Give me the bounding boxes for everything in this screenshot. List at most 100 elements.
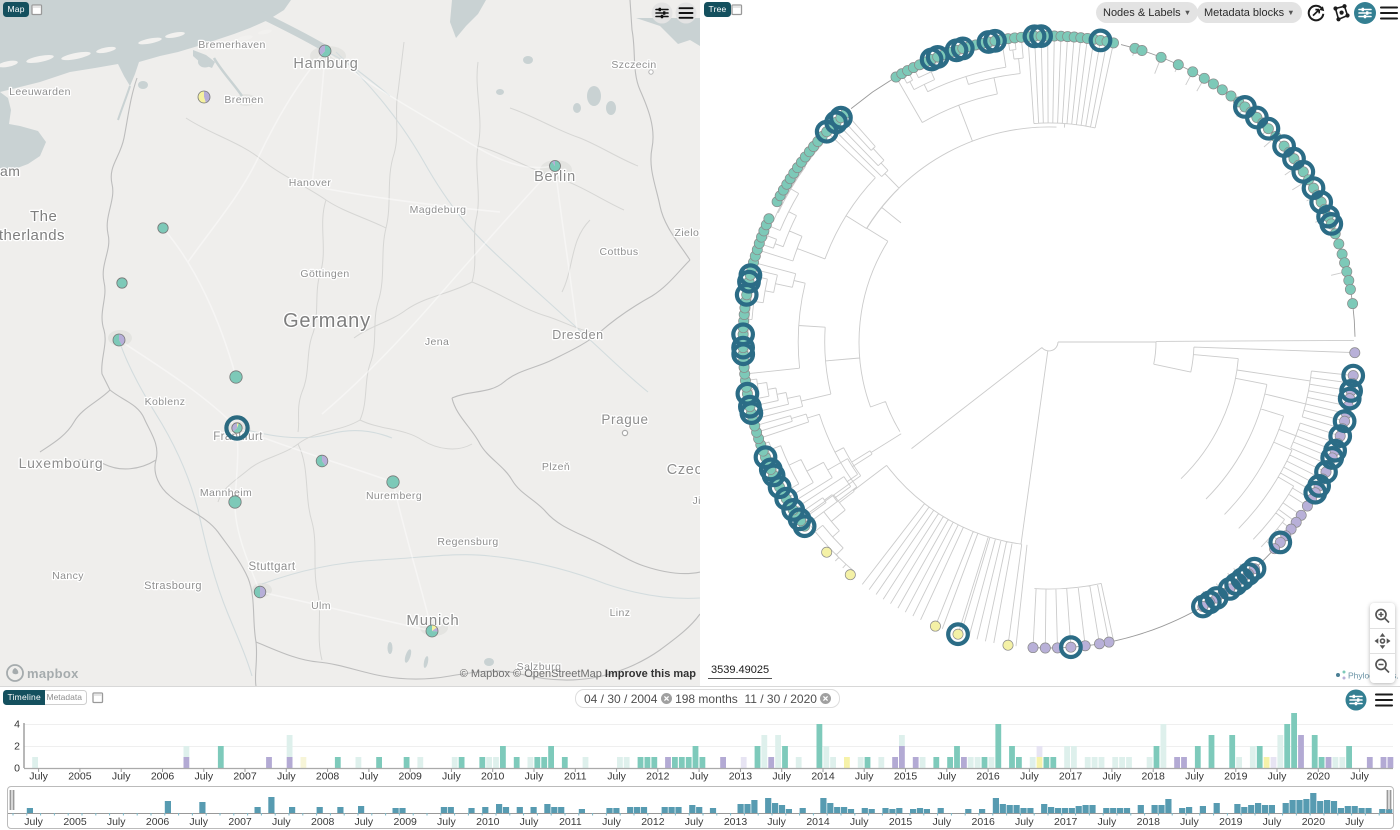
svg-text:July: July [24,816,43,828]
svg-text:July: July [850,816,869,828]
svg-text:July: July [602,816,621,828]
svg-text:Strasbourg: Strasbourg [144,580,202,592]
svg-text:July: July [932,816,951,828]
svg-text:2014: 2014 [806,816,830,828]
svg-text:Szczecin: Szczecin [611,59,656,71]
svg-text:Cottbus: Cottbus [600,246,639,258]
svg-text:July: July [272,816,291,828]
svg-text:July: July [1015,816,1034,828]
svg-text:Bremerhaven: Bremerhaven [198,39,265,51]
svg-text:Germany: Germany [283,310,371,332]
svg-text:July: July [1345,816,1364,828]
svg-text:2005: 2005 [68,771,92,783]
svg-text:July: July [29,771,48,783]
svg-text:2019: 2019 [1224,771,1248,783]
svg-text:Jena: Jena [425,336,449,348]
svg-text:July: July [1268,771,1287,783]
svg-text:2011: 2011 [564,771,587,783]
svg-text:Bremen: Bremen [224,94,263,106]
svg-text:Göttingen: Göttingen [300,268,349,280]
svg-text:2008: 2008 [311,816,335,828]
svg-text:2014: 2014 [811,771,835,783]
svg-text:July: July [1103,771,1122,783]
svg-text:2007: 2007 [233,771,257,783]
svg-text:2010: 2010 [481,771,505,783]
svg-text:July: July [354,816,373,828]
svg-text:July: July [767,816,786,828]
svg-text:July: July [1263,816,1282,828]
svg-text:Prague: Prague [601,412,648,427]
svg-text:July: July [772,771,791,783]
svg-text:Stuttgart: Stuttgart [248,561,295,573]
svg-text:2006: 2006 [151,771,175,783]
svg-text:4: 4 [14,719,20,731]
svg-text:July: July [194,771,213,783]
svg-text:July: July [437,816,456,828]
svg-text:July: July [1098,816,1117,828]
svg-text:2009: 2009 [399,771,423,783]
svg-text:July: July [937,771,956,783]
svg-text:2015: 2015 [889,816,913,828]
svg-text:2017: 2017 [1059,771,1083,783]
svg-text:2008: 2008 [316,771,340,783]
svg-text:July: July [360,771,379,783]
svg-text:Dresden: Dresden [552,328,603,342]
svg-text:The: The [30,208,57,225]
svg-text:July: July [520,816,539,828]
svg-text:2020: 2020 [1302,816,1326,828]
svg-text:2005: 2005 [63,816,87,828]
svg-text:2016: 2016 [972,816,996,828]
svg-text:Hanover: Hanover [289,177,332,189]
svg-text:2: 2 [14,741,20,753]
svg-text:2013: 2013 [729,771,753,783]
svg-text:July: July [690,771,709,783]
svg-text:Mannheim: Mannheim [200,487,252,499]
svg-text:Linz: Linz [610,607,631,619]
svg-text:am: am [0,163,20,179]
svg-text:2018: 2018 [1137,816,1161,828]
svg-text:July: July [1350,771,1369,783]
svg-text:July: July [607,771,626,783]
svg-text:July: July [685,816,704,828]
svg-text:Munich: Munich [406,612,459,629]
svg-text:Regensburg: Regensburg [437,536,498,548]
svg-text:Jil: Jil [692,495,700,507]
svg-text:2009: 2009 [394,816,418,828]
svg-text:Berlin: Berlin [534,169,576,185]
svg-text:July: July [277,771,296,783]
svg-text:Hamburg: Hamburg [293,56,358,72]
svg-text:July: July [1180,816,1199,828]
svg-text:Nancy: Nancy [52,570,84,582]
svg-text:Ulm: Ulm [311,600,331,612]
svg-text:2016: 2016 [976,771,1000,783]
svg-text:Zielon: Zielon [675,227,701,239]
svg-text:July: July [442,771,461,783]
svg-text:2006: 2006 [146,816,170,828]
svg-text:mapbox: mapbox [27,666,79,681]
svg-text:2011: 2011 [559,816,582,828]
svg-text:Luxembourg: Luxembourg [19,455,104,471]
svg-text:2013: 2013 [724,816,748,828]
svg-text:2012: 2012 [646,771,670,783]
svg-text:0: 0 [14,763,20,775]
svg-text:2019: 2019 [1219,816,1243,828]
svg-text:Koblenz: Koblenz [145,396,186,408]
svg-text:2018: 2018 [1142,771,1166,783]
svg-text:July: July [1185,771,1204,783]
svg-text:July: July [525,771,544,783]
svg-text:2007: 2007 [228,816,252,828]
svg-text:2017: 2017 [1054,816,1078,828]
svg-text:Plzeň: Plzeň [542,461,570,473]
svg-text:July: July [112,771,131,783]
svg-text:July: July [107,816,126,828]
svg-text:2012: 2012 [641,816,665,828]
svg-text:Salzburg: Salzburg [517,661,562,673]
svg-text:Nuremberg: Nuremberg [366,490,422,502]
svg-text:2015: 2015 [894,771,918,783]
svg-text:July: July [189,816,208,828]
svg-text:July: July [1020,771,1039,783]
svg-text:Czech: Czech [667,462,700,478]
svg-text:Magdeburg: Magdeburg [410,204,467,216]
svg-text:July: July [855,771,874,783]
